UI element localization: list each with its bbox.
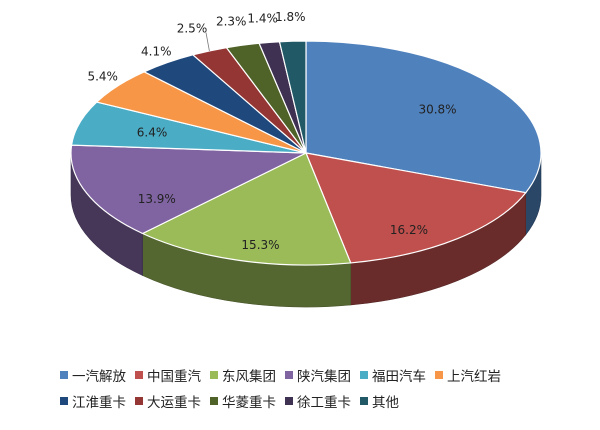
chart-legend: 一汽解放 中国重汽 东风集团 陕汽集团 福田汽车 上汽红岩 江淮重卡 大运重卡 … [60, 362, 590, 414]
legend-swatch [135, 371, 143, 379]
legend-label: 东风集团 [222, 369, 276, 385]
pie-data-label-0: 30.8% [418, 103, 456, 117]
legend-swatch [360, 371, 368, 379]
pie-data-label-7: 2.5% [177, 22, 208, 36]
pie-slice-2 [141, 152, 352, 266]
legend-label: 江淮重卡 [72, 395, 126, 411]
legend-label: 中国重汽 [147, 369, 201, 385]
legend-label: 陕汽集团 [297, 369, 351, 385]
legend-swatch [435, 371, 443, 379]
legend-label: 其他 [372, 395, 399, 411]
pie-data-label-6: 4.1% [141, 44, 172, 58]
pie-data-label-5: 5.4% [87, 70, 118, 84]
pie-chart-svg: 30.8% 16.2% 15.3% 13.9% 6.4% 5.4% 4.1% 2.5% 2.3%… [70, 10, 542, 308]
legend-label: 大运重卡 [147, 395, 201, 411]
pie-data-label-3: 13.9% [138, 192, 176, 206]
legend-swatch [210, 397, 218, 405]
pie-slice-0 [305, 40, 542, 194]
legend-row-1: 一汽解放 中国重汽 东风集团 陕汽集团 福田汽车 上汽红岩 [60, 362, 590, 388]
pie-data-label-8: 2.3% [216, 15, 247, 29]
legend-item: 徐工重卡 [285, 391, 351, 411]
legend-item: 东风集团 [210, 365, 276, 385]
legend-swatch [285, 397, 293, 405]
legend-swatch [210, 371, 218, 379]
pie-data-label-10: 1.8% [275, 10, 306, 24]
legend-label: 福田汽车 [372, 369, 426, 385]
pie-data-label-2: 15.3% [241, 238, 279, 252]
legend-swatch [360, 397, 368, 405]
pie-top-faces [70, 40, 542, 266]
legend-row-2: 江淮重卡 大运重卡 华菱重卡 徐工重卡 其他 [60, 388, 590, 414]
pie-data-label-9: 1.4% [247, 11, 278, 25]
legend-item: 江淮重卡 [60, 391, 126, 411]
pie-slice-3 [70, 144, 307, 235]
legend-item: 华菱重卡 [210, 391, 276, 411]
legend-item: 其他 [360, 391, 399, 411]
legend-swatch [60, 397, 68, 405]
legend-swatch [135, 397, 143, 405]
pie-slice-10 [278, 40, 307, 154]
legend-swatch [60, 371, 68, 379]
legend-item: 大运重卡 [135, 391, 201, 411]
legend-item: 一汽解放 [60, 365, 126, 385]
legend-swatch [285, 371, 293, 379]
legend-label: 徐工重卡 [297, 395, 351, 411]
pie-data-label-1: 16.2% [390, 223, 428, 237]
legend-item: 上汽红岩 [435, 365, 501, 385]
pie-leader-line [205, 32, 210, 51]
legend-label: 华菱重卡 [222, 395, 276, 411]
legend-item: 福田汽车 [360, 365, 426, 385]
legend-label: 一汽解放 [72, 369, 126, 385]
legend-label: 上汽红岩 [447, 369, 501, 385]
pie-slice-1 [305, 152, 527, 264]
pie-data-label-4: 6.4% [137, 126, 168, 140]
legend-item: 中国重汽 [135, 365, 201, 385]
legend-item: 陕汽集团 [285, 365, 351, 385]
pie-data-labels: 30.8% 16.2% 15.3% 13.9% 6.4% 5.4% 4.1% 2.5% 2.3%… [87, 10, 456, 252]
